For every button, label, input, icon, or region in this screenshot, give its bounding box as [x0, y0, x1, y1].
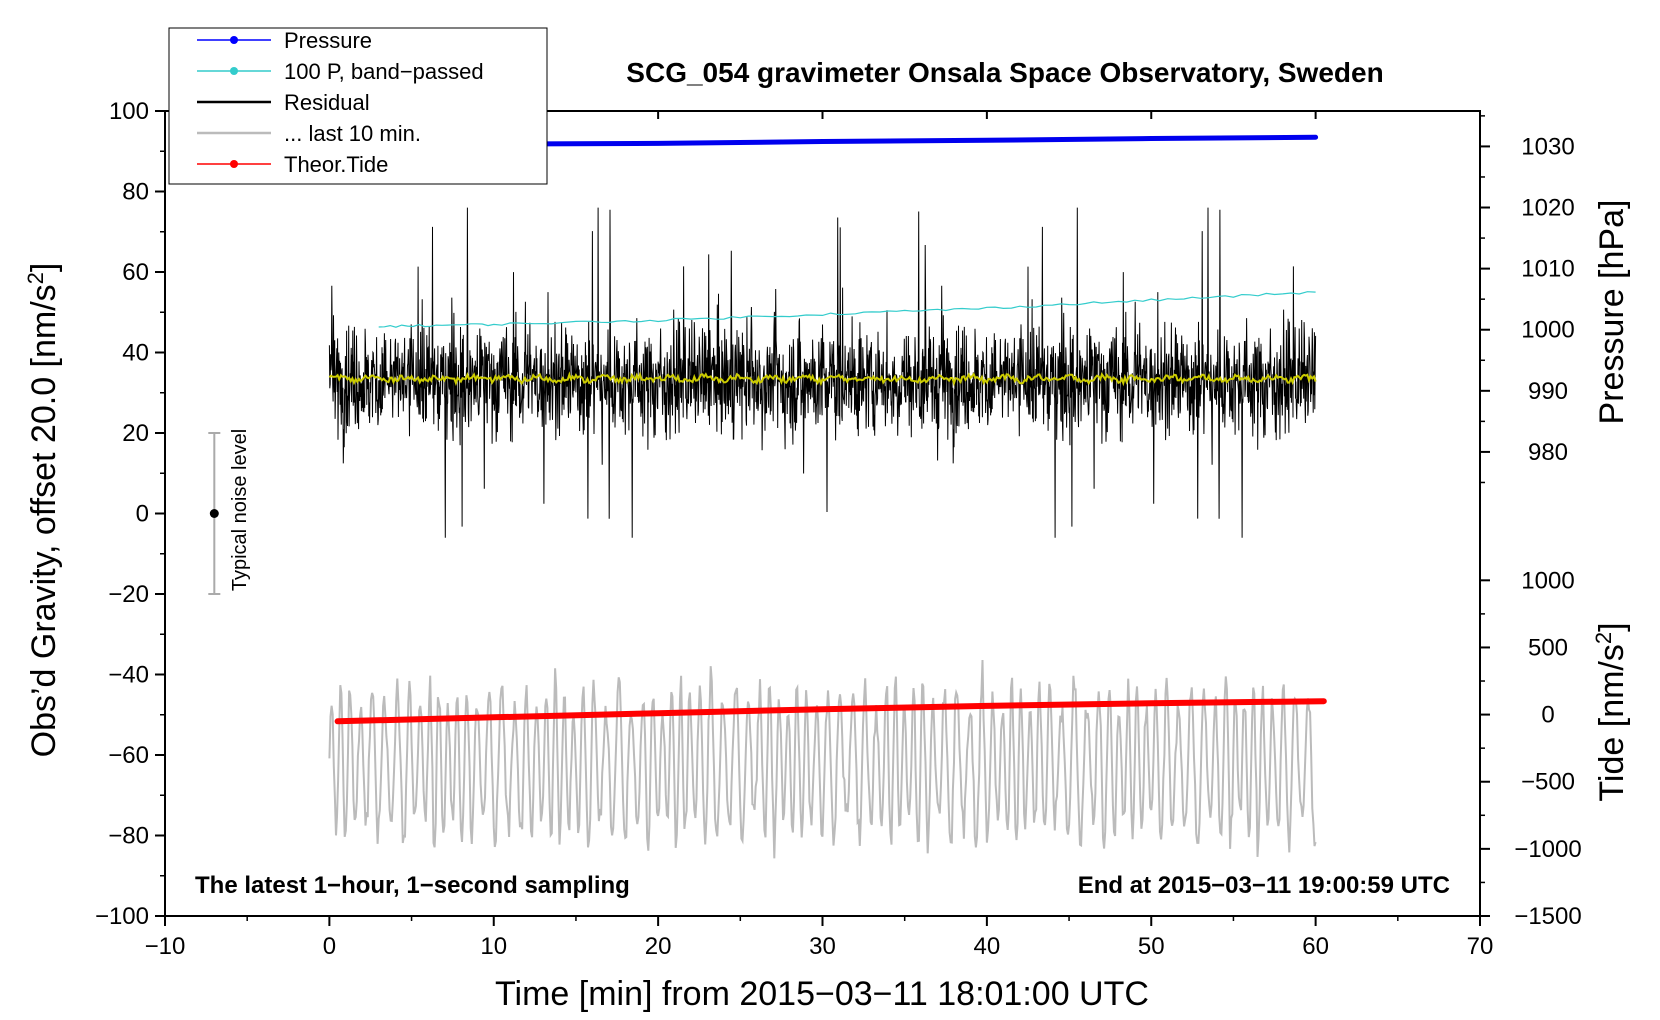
x-tick-label: 10: [480, 933, 507, 960]
pressure-tick-label: 1000: [1521, 317, 1574, 344]
pressure-tick-label: 980: [1528, 439, 1568, 466]
y-axis-label-pressure: Pressure [hPa]: [1593, 200, 1631, 425]
y-left-tick-label: −20: [108, 581, 149, 608]
legend-label: Pressure: [284, 28, 372, 53]
series-theor-tide: [334, 698, 1327, 725]
y-axis-label-tide-sup: 2: [1591, 632, 1616, 644]
y-axis-label-tide: Tide [nm/s2]: [1591, 622, 1632, 801]
annotation-sampling: The latest 1−hour, 1−second sampling: [195, 872, 630, 899]
legend-swatch-dot: [230, 160, 238, 168]
y-left-tick-label: 20: [122, 420, 149, 447]
legend-label: ... last 10 min.: [284, 121, 421, 146]
noise-level-label: Typical noise level: [229, 429, 251, 591]
y-left-tick-label: −100: [95, 903, 149, 930]
x-tick-label: 60: [1302, 933, 1329, 960]
annotation-end-time: End at 2015−03−11 19:00:59 UTC: [1078, 872, 1450, 899]
y-axis-label-gravity-end: ]: [25, 263, 63, 272]
tide-tick-label: 0: [1541, 702, 1554, 729]
x-tick-label: 0: [323, 933, 336, 960]
x-tick-label: 20: [645, 933, 672, 960]
plot-frame: [164, 110, 1481, 917]
y-axis-label-tide-end: ]: [1593, 622, 1631, 631]
y-axis-label-tide-text: Tide [nm/s: [1593, 644, 1631, 801]
x-tick-label: 30: [809, 933, 836, 960]
noise-bar-center-dot: [209, 509, 219, 518]
y-left-tick-label: −80: [108, 823, 149, 850]
pressure-tick-label: 990: [1528, 378, 1568, 405]
series-100p-band-passed: [378, 291, 1316, 328]
legend-label: Residual: [284, 90, 370, 115]
series-residual-smoothed: [328, 371, 1317, 387]
axes-layer: −10 0 10 20 30 40 50 60 70100806040200−20−40−60−…: [95, 98, 1582, 960]
series-residual: [328, 207, 1317, 538]
tide-tick-label: 1000: [1521, 567, 1574, 594]
legend-swatch-dot: [230, 67, 238, 75]
legend: Pressure 100 P, band−passed Residual ... la…: [168, 27, 548, 185]
tide-tick-label: −1500: [1514, 903, 1581, 930]
y-axis-label-gravity-sup: 2: [23, 272, 48, 284]
legend-label: 100 P, band−passed: [284, 59, 484, 84]
series-last-10-min: [328, 659, 1317, 859]
data-layer: [208, 134, 1327, 859]
x-tick-label: −10: [145, 933, 186, 960]
tide-tick-label: −1000: [1514, 836, 1581, 863]
y-left-tick-label: 40: [122, 340, 149, 367]
x-tick-label: 50: [1138, 933, 1165, 960]
legend-label: Theor.Tide: [284, 152, 388, 177]
x-axis-label: Time [min] from 2015−03−11 18:01:00 UTC: [495, 975, 1149, 1013]
legend-box: [168, 27, 548, 185]
tide-tick-label: 500: [1528, 634, 1568, 661]
y-left-tick-label: 80: [122, 179, 149, 206]
y-axis-label-gravity-text: Obs’d Gravity, offset 20.0 [nm/s: [25, 284, 63, 757]
y-axis-label-gravity: Obs’d Gravity, offset 20.0 [nm/s2]: [23, 263, 64, 758]
x-tick-label: 40: [974, 933, 1001, 960]
y-left-tick-label: 60: [122, 259, 149, 286]
y-left-tick-label: 100: [109, 98, 149, 125]
y-left-tick-label: −60: [108, 742, 149, 769]
y-left-tick-label: −40: [108, 662, 149, 689]
y-left-tick-label: 0: [136, 501, 149, 528]
legend-entries: Pressure 100 P, band−passed Residual ... la…: [197, 28, 484, 177]
tide-tick-label: −500: [1521, 769, 1575, 796]
chart-title: SCG_054 gravimeter Onsala Space Observat…: [626, 57, 1383, 88]
legend-swatch-dot: [230, 36, 238, 44]
pressure-tick-label: 1030: [1521, 133, 1574, 160]
pressure-tick-label: 1020: [1521, 195, 1574, 222]
pressure-tick-label: 1010: [1521, 256, 1574, 283]
x-tick-label: 70: [1467, 933, 1494, 960]
